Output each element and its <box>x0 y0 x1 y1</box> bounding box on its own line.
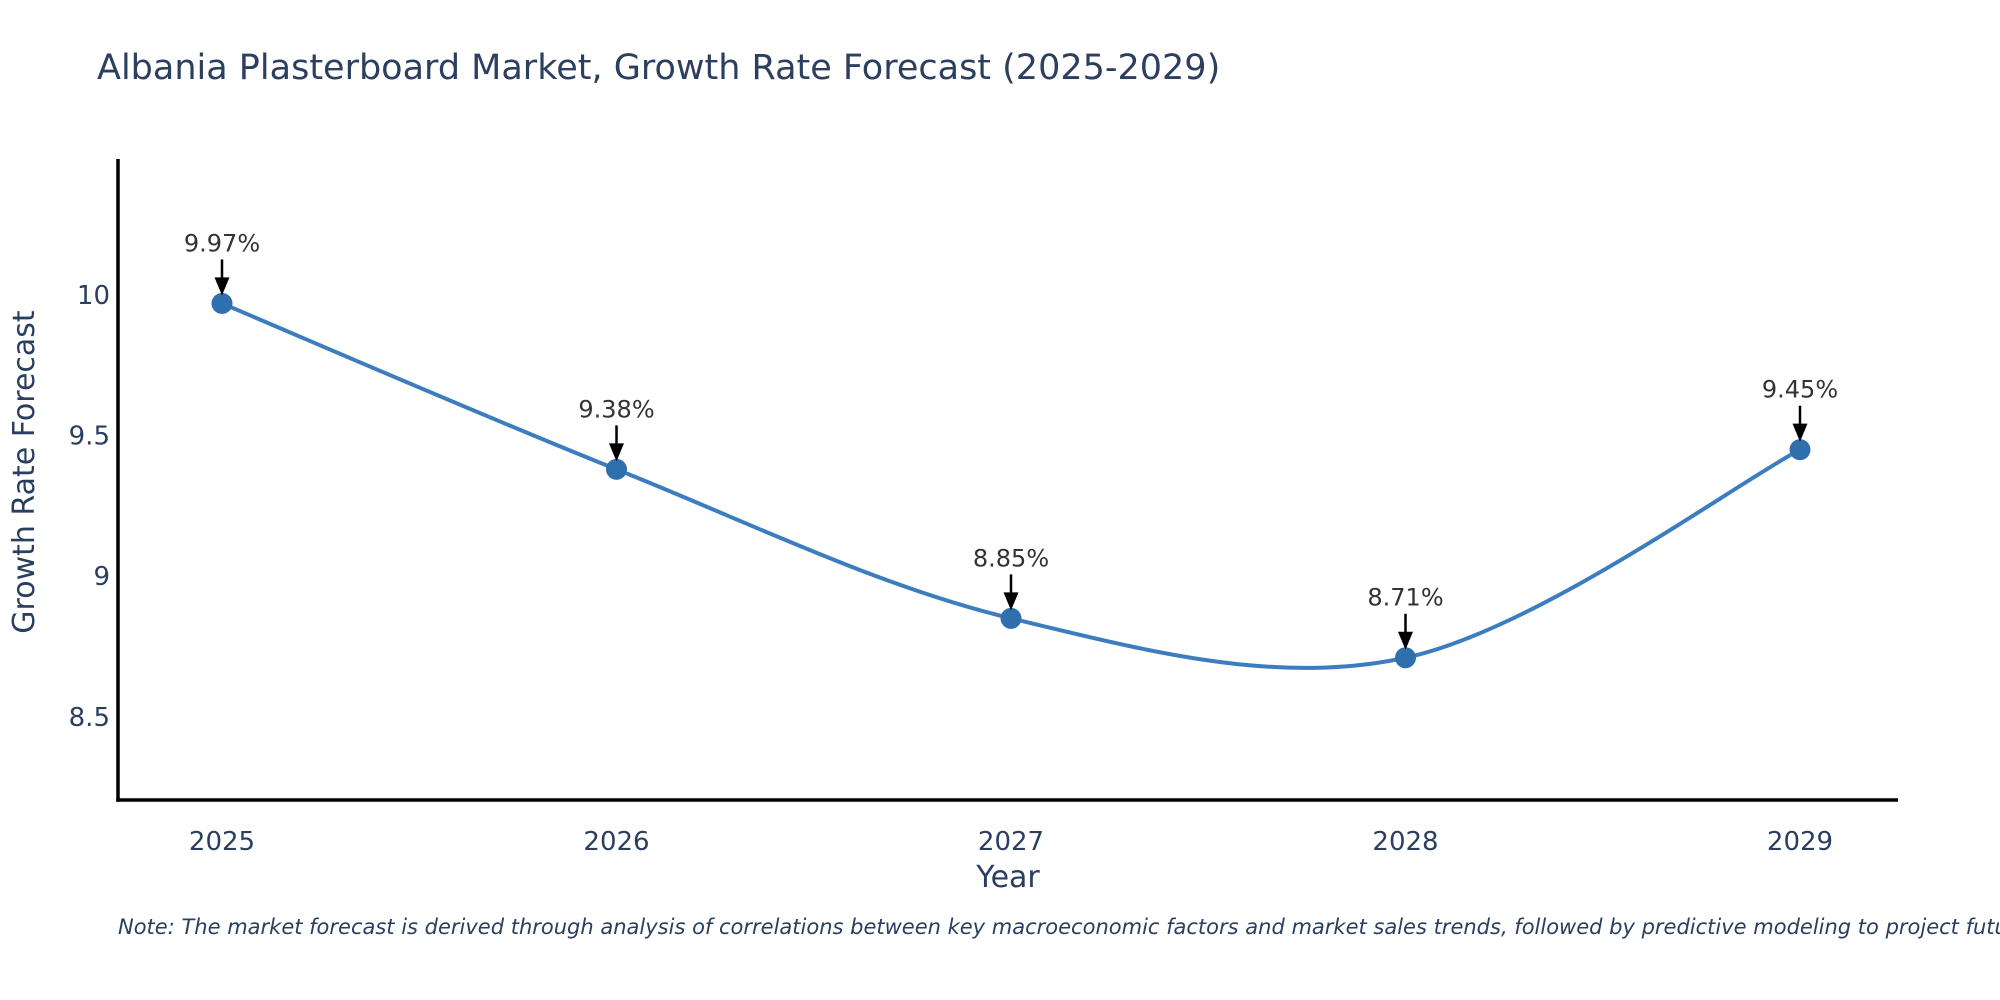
data-point-2028[interactable] <box>1395 647 1416 669</box>
y-tick-label: 9.5 <box>69 422 110 452</box>
annotation-arrowhead <box>1398 631 1413 650</box>
annotation-label: 9.38% <box>578 395 654 423</box>
y-axis-title: Growth Rate Forecast <box>7 310 42 634</box>
annotation-arrowhead <box>1003 592 1019 611</box>
y-tick-label: 10 <box>77 281 110 311</box>
x-tick-label: 2026 <box>583 827 649 857</box>
y-tick-label: 8.5 <box>69 703 110 733</box>
x-tick-label: 2029 <box>1767 827 1833 857</box>
footnote: Note: The market forecast is derived thr… <box>118 915 2000 939</box>
y-tick-label: 9 <box>93 562 110 592</box>
chart-title: Albania Plasterboard Market, Growth Rate… <box>97 48 1221 88</box>
data-point-2027[interactable] <box>1000 607 1022 629</box>
x-tick-label: 2027 <box>978 827 1044 857</box>
data-point-2026[interactable] <box>606 458 627 480</box>
annotation-arrowhead <box>609 443 624 462</box>
data-point-2029[interactable] <box>1789 439 1811 461</box>
x-tick-label: 2028 <box>1372 827 1438 857</box>
annotation-label: 9.97% <box>184 229 260 257</box>
annotation-label: 8.85% <box>973 544 1049 572</box>
annotation-label: 8.71% <box>1367 584 1443 612</box>
x-axis-title: Year <box>975 860 1040 895</box>
data-point-2025[interactable] <box>211 292 233 314</box>
x-tick-label: 2025 <box>189 827 255 857</box>
annotation-arrowhead <box>1792 423 1808 442</box>
annotation-arrowhead <box>214 277 230 296</box>
annotation-label: 9.45% <box>1762 376 1838 404</box>
